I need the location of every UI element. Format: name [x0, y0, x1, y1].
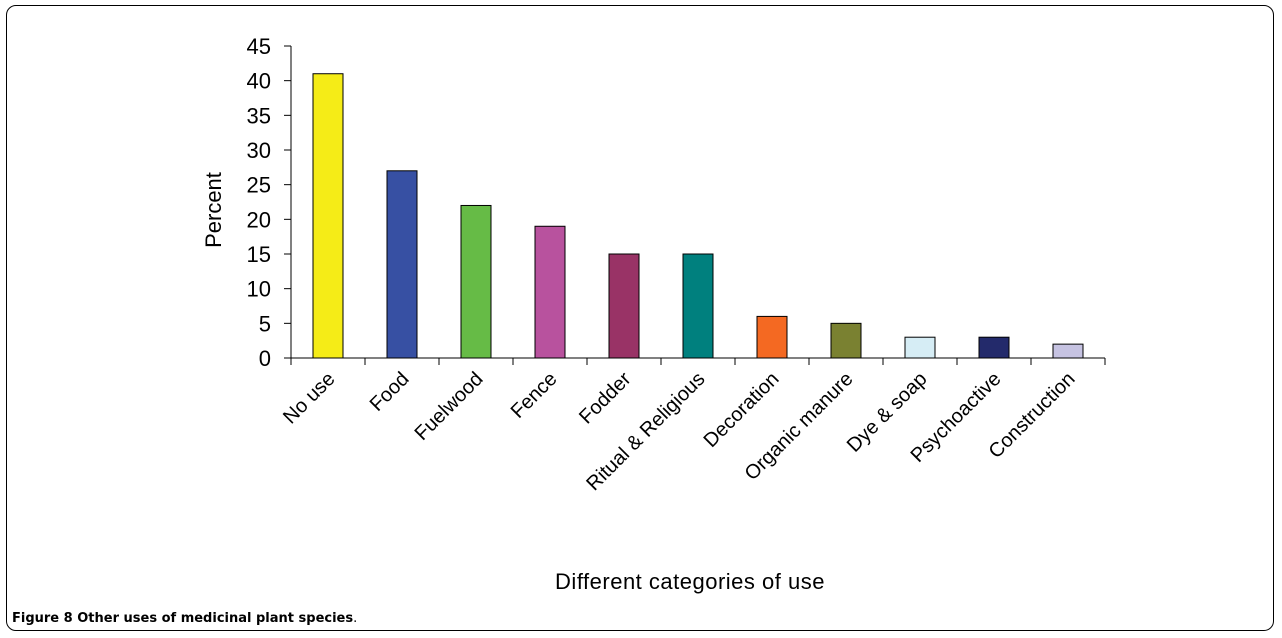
caption-period: . — [353, 611, 358, 626]
bar — [904, 336, 936, 359]
x-tick-label: Fuelwood — [411, 368, 488, 445]
y-tick-label: 15 — [247, 242, 271, 267]
bar — [608, 253, 640, 359]
bar — [386, 170, 418, 359]
y-tick-label: 40 — [247, 69, 271, 94]
y-tick-label: 35 — [247, 103, 271, 128]
figure-frame — [6, 5, 1274, 631]
figure-label: Figure 8 — [12, 611, 73, 626]
bar — [978, 336, 1010, 359]
y-tick-label: 10 — [247, 277, 271, 302]
bar — [460, 204, 492, 359]
figure-caption: Figure 8 Other uses of medicinal plant s… — [12, 611, 1012, 626]
x-tick-label: Fence — [507, 368, 562, 423]
bar — [1052, 343, 1084, 359]
y-tick-label: 45 — [247, 34, 271, 59]
bar — [312, 73, 344, 359]
y-axis-label: Percent — [201, 172, 226, 248]
figure-caption-title: Figure 8 Other uses of medicinal plant s… — [12, 611, 353, 626]
bar — [534, 225, 566, 359]
y-tick-label: 20 — [247, 207, 271, 232]
figure-title: Other uses of medicinal plant species — [77, 611, 354, 626]
x-tick-label: Fodder — [575, 368, 636, 429]
bar — [682, 253, 714, 359]
bar — [830, 322, 862, 359]
y-tick-label: 0 — [259, 346, 271, 371]
bar — [756, 315, 788, 359]
x-axis-label: Different categories of use — [555, 569, 825, 594]
x-tick-label: Food — [366, 368, 414, 416]
bars — [312, 73, 1084, 359]
y-tick-label: 30 — [247, 138, 271, 163]
y-tick-label: 25 — [247, 173, 271, 198]
x-tick-label: No use — [279, 368, 339, 428]
y-axis: 0 5 10 15 20 25 30 35 40 45 — [247, 34, 292, 371]
y-tick-label: 5 — [259, 311, 271, 336]
